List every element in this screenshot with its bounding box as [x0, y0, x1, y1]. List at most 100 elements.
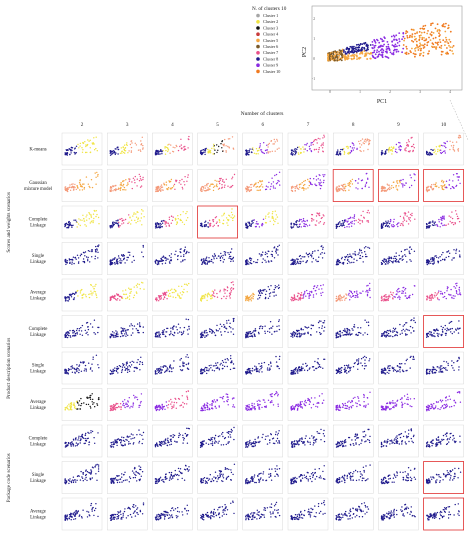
scatter-point — [321, 327, 323, 329]
scatter-point — [80, 185, 82, 188]
scatter-point — [115, 148, 117, 150]
scatter-point — [89, 261, 91, 263]
scatter-point — [452, 223, 455, 226]
scatter-point — [397, 261, 399, 263]
scatter-point — [117, 372, 119, 374]
top-chart-point — [336, 51, 339, 53]
scatter-point — [270, 185, 272, 188]
scatter-point — [431, 263, 434, 265]
scatter-point — [207, 148, 209, 151]
scatter-point — [383, 153, 386, 155]
scatter-point — [347, 146, 349, 148]
scatter-point — [174, 147, 176, 149]
scatter-point — [409, 246, 411, 248]
scatter-point — [165, 149, 167, 152]
scatter-point — [179, 145, 181, 148]
scatter-point — [164, 223, 166, 225]
scatter-point — [271, 217, 273, 219]
scatter-point — [276, 138, 278, 141]
scatter-point — [90, 214, 92, 216]
scatter-point — [292, 370, 294, 372]
scatter-point — [162, 298, 165, 300]
scatter-point — [336, 370, 339, 372]
scatter-point — [215, 364, 218, 366]
scatter-point — [157, 150, 159, 152]
scatter-point — [436, 332, 438, 335]
scatter-point — [440, 185, 442, 187]
scatter-point — [65, 263, 67, 266]
scatter-point — [271, 177, 273, 179]
scatter-point — [218, 181, 221, 183]
top-chart-point — [419, 47, 421, 50]
scatter-point — [388, 330, 390, 332]
scatter-point — [132, 255, 135, 258]
scatter-point — [76, 328, 79, 330]
scatter-point — [405, 147, 407, 149]
top-chart-point — [381, 45, 384, 48]
scatter-point — [181, 294, 183, 296]
scatter-point — [129, 178, 131, 180]
scatter-point — [351, 183, 354, 185]
scatter-point — [163, 256, 165, 258]
scatter-point — [345, 369, 347, 372]
scatter-point — [134, 367, 136, 369]
scatter-point — [253, 334, 256, 336]
scatter-point — [354, 294, 357, 297]
scatter-point — [211, 183, 213, 185]
top-chart-point — [430, 24, 432, 26]
scatter-point — [225, 361, 227, 364]
scatter-point — [67, 334, 70, 337]
scatter-point — [168, 261, 171, 263]
scatter-point — [266, 149, 268, 151]
scatter-point — [449, 140, 451, 142]
scatter-point — [443, 295, 446, 298]
top-chart-point — [398, 38, 401, 40]
column-header: 6 — [262, 122, 265, 128]
scatter-point — [124, 289, 127, 291]
panel-frame — [197, 132, 238, 166]
row-label: Linkage — [30, 224, 46, 229]
scatter-point — [322, 144, 324, 146]
scatter-point — [173, 183, 176, 186]
scatter-point — [245, 150, 248, 152]
scatter-point — [90, 216, 93, 218]
scenario-label: Package code scenarios — [6, 453, 12, 502]
scatter-point — [316, 220, 318, 222]
top-chart-point — [411, 33, 414, 35]
scatter-point — [396, 189, 399, 191]
top-chart-point — [397, 50, 400, 53]
scatter-point — [132, 177, 135, 179]
scatter-point — [260, 365, 263, 367]
scatter-point — [338, 295, 340, 297]
scatter-point — [225, 150, 227, 152]
scatter-point — [174, 188, 176, 190]
scatter-point — [125, 179, 127, 181]
scatter-point — [121, 150, 123, 153]
scatter-point — [79, 142, 82, 145]
scatter-point — [350, 366, 352, 369]
scatter-point — [308, 294, 310, 296]
scatter-point — [304, 144, 306, 146]
scatter-point — [407, 211, 410, 213]
scatter-point — [89, 368, 92, 370]
scatter-point — [184, 176, 186, 178]
scatter-point — [407, 145, 409, 147]
top-chart-xtick: 2 — [389, 90, 391, 94]
scatter-point — [230, 362, 232, 364]
top-chart-point — [411, 47, 413, 50]
scatter-point — [188, 325, 190, 328]
scatter-point — [137, 359, 139, 361]
scatter-point — [200, 259, 203, 262]
scatter-point — [413, 319, 415, 322]
scatter-point — [345, 255, 348, 258]
scatter-point — [114, 257, 116, 259]
scatter-point — [224, 289, 227, 291]
scatter-point — [77, 295, 79, 297]
scatter-point — [399, 145, 402, 147]
scatter-point — [64, 372, 66, 374]
scatter-point — [68, 259, 71, 261]
scatter-point — [304, 223, 306, 225]
scatter-point — [275, 218, 277, 220]
scatter-point — [359, 223, 361, 225]
scatter-point — [115, 189, 117, 192]
